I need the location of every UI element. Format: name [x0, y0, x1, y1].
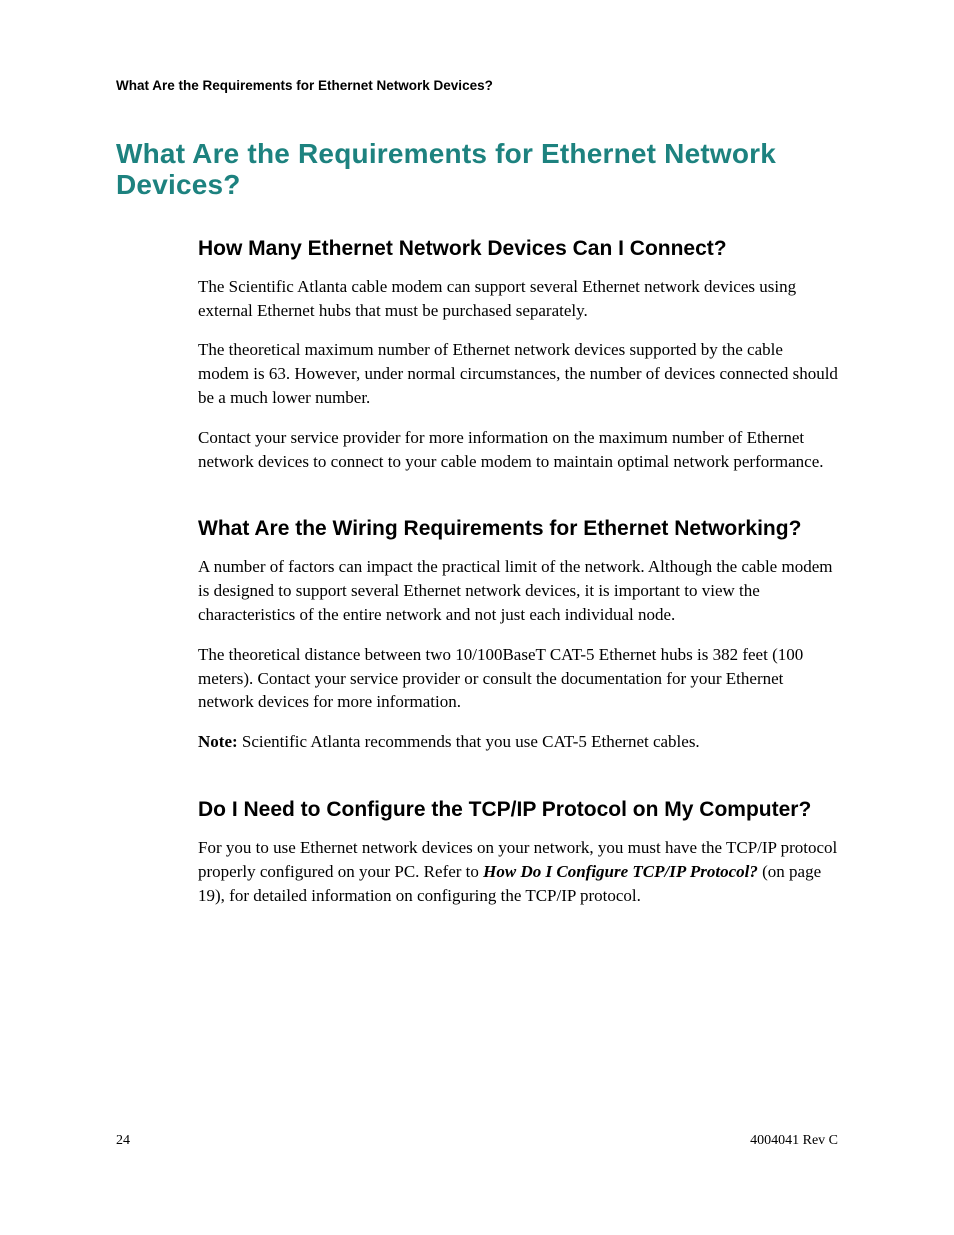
page-content: How Many Ethernet Network Devices Can I …	[198, 237, 838, 908]
page-title: What Are the Requirements for Ethernet N…	[116, 139, 838, 201]
doc-id: 4004041 Rev C	[750, 1133, 838, 1149]
cross-reference: How Do I Configure TCP/IP Protocol?	[483, 862, 758, 881]
page-number: 24	[116, 1133, 130, 1149]
body-paragraph: For you to use Ethernet network devices …	[198, 836, 838, 907]
body-paragraph: The theoretical distance between two 10/…	[198, 643, 838, 714]
body-paragraph: A number of factors can impact the pract…	[198, 555, 838, 626]
section-heading-how-many: How Many Ethernet Network Devices Can I …	[198, 237, 838, 261]
body-paragraph: The theoretical maximum number of Ethern…	[198, 338, 838, 409]
body-paragraph: The Scientific Atlanta cable modem can s…	[198, 275, 838, 323]
section-heading-tcpip: Do I Need to Configure the TCP/IP Protoc…	[198, 798, 838, 822]
running-header: What Are the Requirements for Ethernet N…	[116, 78, 838, 93]
note-paragraph: Note: Scientific Atlanta recommends that…	[198, 730, 838, 754]
section-spacer	[198, 770, 838, 798]
body-paragraph: Contact your service provider for more i…	[198, 426, 838, 474]
note-text: Scientific Atlanta recommends that you u…	[238, 732, 700, 751]
section-heading-wiring: What Are the Wiring Requirements for Eth…	[198, 517, 838, 541]
page-footer: 24 4004041 Rev C	[116, 1133, 838, 1149]
note-label: Note:	[198, 732, 238, 751]
section-spacer	[198, 489, 838, 517]
document-page: What Are the Requirements for Ethernet N…	[0, 0, 954, 1235]
